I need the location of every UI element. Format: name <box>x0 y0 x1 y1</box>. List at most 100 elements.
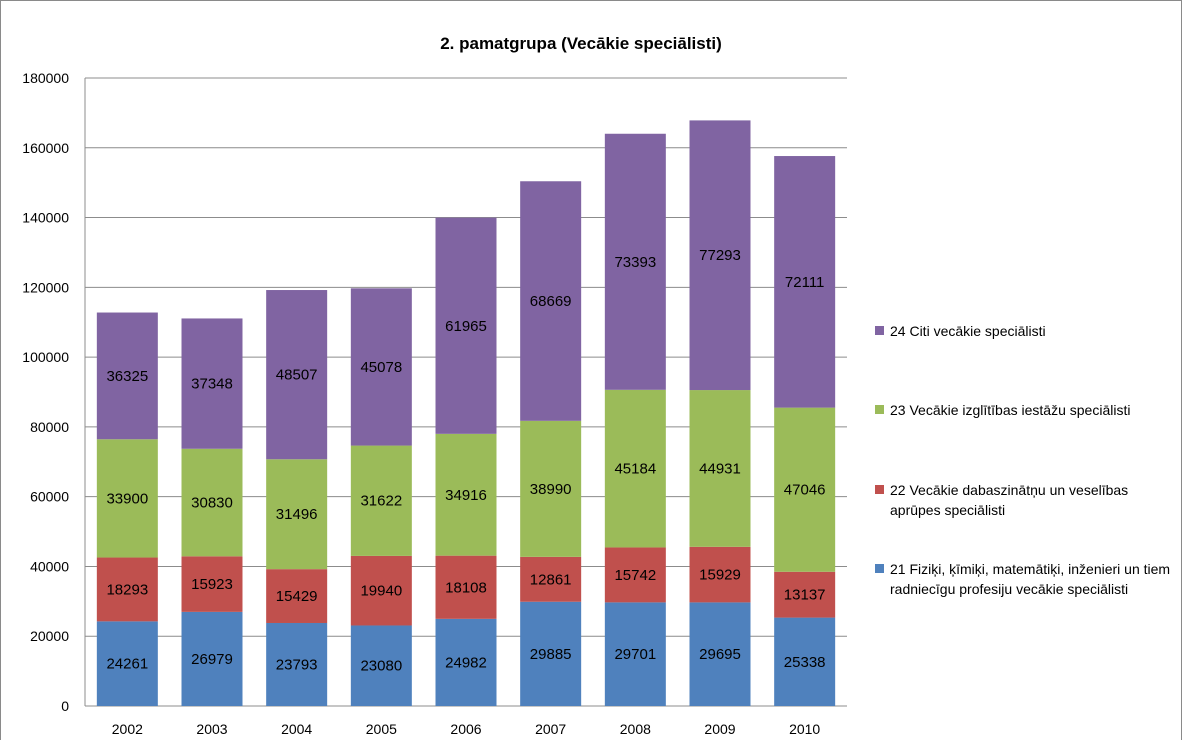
x-tick-label: 2002 <box>112 721 143 737</box>
data-label: 34916 <box>445 487 487 504</box>
bar-segment-2010-s3 <box>774 407 836 572</box>
bar-segment-2008-s2 <box>604 547 666 603</box>
legend-label-22: 22 Vecākie dabaszinātņu un veselības apr… <box>890 482 1129 518</box>
legend-swatch-23 <box>875 405 884 414</box>
data-label: 23793 <box>276 656 318 673</box>
bar-segment-2003-s1 <box>181 611 243 706</box>
bar-segment-2010-s4 <box>774 156 836 408</box>
data-label: 31496 <box>276 506 318 523</box>
bar-segment-2003-s2 <box>181 556 243 612</box>
data-label: 29695 <box>699 646 741 663</box>
bar-segment-2010-s2 <box>774 571 836 618</box>
legend-swatch-22 <box>875 485 884 494</box>
bar-segment-2007-s4 <box>520 181 582 421</box>
legend-label-24: 24 Citi vecākie speciālisti <box>890 323 1046 339</box>
bar-segment-2006-s3 <box>435 433 497 556</box>
bar-segment-2005-s4 <box>350 288 412 446</box>
data-label: 38990 <box>530 481 572 498</box>
data-label: 47046 <box>784 482 826 499</box>
legend-swatch-24 <box>875 326 884 335</box>
bar-segment-2009-s1 <box>689 602 751 706</box>
y-tick-label: 40000 <box>30 558 69 574</box>
x-tick-label: 2005 <box>366 721 397 737</box>
bar-segment-2007-s2 <box>520 556 582 602</box>
bar-segment-2002-s4 <box>96 312 158 440</box>
x-tick-label: 2009 <box>704 721 735 737</box>
data-label: 24982 <box>445 654 487 671</box>
data-label: 23080 <box>360 658 402 675</box>
bar-segment-2005-s1 <box>350 625 412 706</box>
data-label: 15923 <box>191 576 233 593</box>
x-tick-label: 2010 <box>789 721 820 737</box>
data-label: 13137 <box>784 587 826 604</box>
bar-segment-2006-s2 <box>435 555 497 619</box>
bar-segment-2005-s2 <box>350 555 412 626</box>
bar-segment-2002-s1 <box>96 621 158 706</box>
bar-segment-2007-s1 <box>520 601 582 706</box>
data-label: 18108 <box>445 579 487 596</box>
data-label: 45184 <box>614 461 656 478</box>
bar-segment-2002-s2 <box>96 557 158 622</box>
y-tick-label: 100000 <box>22 349 69 365</box>
data-label: 37348 <box>191 376 233 393</box>
bar-segment-2004-s2 <box>266 569 328 623</box>
legend-swatch-21 <box>875 564 884 573</box>
bar-segment-2006-s1 <box>435 618 497 706</box>
bar-segment-2005-s3 <box>350 445 412 556</box>
data-labels: 24261 18293 33900 36325 26979 15923 30830 37348… <box>106 247 825 675</box>
bar-segment-2008-s3 <box>604 389 666 548</box>
x-axis-ticks: 2002 2003 2004 2005 2006 2007 2008 2009 2010 <box>112 721 821 737</box>
y-tick-label: 60000 <box>30 489 69 505</box>
bar-segment-2002-s3 <box>96 439 158 558</box>
data-label: 24261 <box>106 656 148 673</box>
data-label: 77293 <box>699 247 741 264</box>
data-label: 73393 <box>614 254 656 271</box>
chart-title: 2. pamatgrupa (Vecākie speciālisti) <box>440 34 722 53</box>
data-label: 45078 <box>360 359 402 376</box>
bar-segment-2003-s4 <box>181 318 243 449</box>
data-label: 72111 <box>785 274 825 291</box>
bar-segment-2009-s4 <box>689 120 751 391</box>
data-label: 19940 <box>360 583 402 600</box>
y-tick-label: 160000 <box>22 140 69 156</box>
y-tick-label: 140000 <box>22 210 69 226</box>
data-label: 18293 <box>106 581 148 598</box>
x-tick-label: 2004 <box>281 721 312 737</box>
data-label: 15429 <box>276 588 318 605</box>
data-label: 25338 <box>784 654 826 671</box>
legend-label-21: 21 Fiziķi, ķīmiķi, matemātiķi, inženieri… <box>890 561 1171 597</box>
y-tick-label: 120000 <box>22 279 69 295</box>
bar-segment-2004-s1 <box>266 622 328 706</box>
data-label: 29885 <box>530 646 572 663</box>
data-label: 44931 <box>699 460 741 477</box>
bar-segment-2004-s3 <box>266 459 328 570</box>
y-tick-label: 0 <box>61 698 69 714</box>
y-tick-label: 180000 <box>22 70 69 86</box>
data-label: 36325 <box>106 368 148 385</box>
bar-segment-2009-s3 <box>689 390 751 547</box>
bar-segment-2009-s2 <box>689 546 751 603</box>
data-label: 15742 <box>614 567 656 584</box>
bar-segment-2006-s4 <box>435 217 497 434</box>
data-label: 61965 <box>445 318 487 335</box>
data-label: 48507 <box>276 367 318 384</box>
x-tick-label: 2007 <box>535 721 566 737</box>
legend-label-23: 23 Vecākie izglītības iestāžu speciālist… <box>890 402 1131 418</box>
data-label: 31622 <box>360 493 402 510</box>
bar-segment-2008-s1 <box>604 602 666 706</box>
data-label: 26979 <box>191 651 233 668</box>
y-tick-label: 80000 <box>30 419 69 435</box>
bar-segment-2007-s3 <box>520 420 582 557</box>
y-tick-label: 20000 <box>30 628 69 644</box>
data-label: 33900 <box>106 490 148 507</box>
bar-segment-2010-s1 <box>774 617 836 706</box>
data-label: 29701 <box>614 646 656 663</box>
data-label: 30830 <box>191 495 233 512</box>
bars <box>96 120 836 706</box>
x-tick-label: 2003 <box>196 721 227 737</box>
bar-segment-2004-s4 <box>266 290 328 460</box>
y-axis-ticks: 0 20000 40000 60000 80000 100000 120000 140000 1… <box>22 70 69 714</box>
bar-segment-2008-s4 <box>604 133 666 390</box>
